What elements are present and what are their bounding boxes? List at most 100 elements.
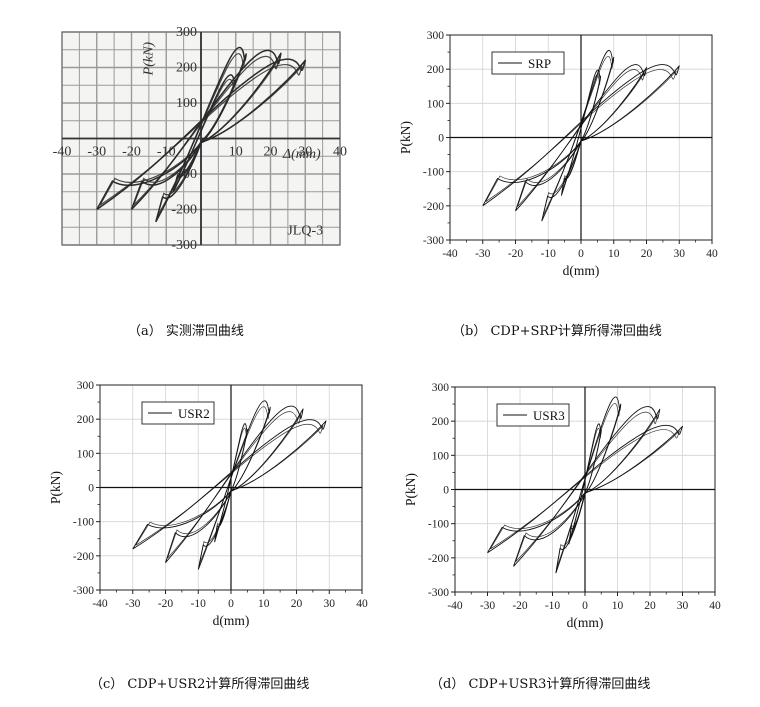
x-tick-label: -30 [480,600,496,612]
x-tick-label: -20 [158,598,174,610]
ticks: -40 -30 -20 -10 10 20 30 40-300-200-10010020030… [53,25,347,253]
x-tick-label: 10 [258,598,270,610]
y-tick-label: -300 [428,587,449,599]
hysteresis-loop-3 [197,400,271,570]
hysteresis-loop-3-inner [542,56,614,217]
x-tick-label: -20 [508,248,524,260]
specimen-label: JLQ-3 [287,223,323,238]
x-tick-label: 40 [706,248,718,260]
chart-d: -40 -30 -20 -10 0 10 20 30 40-300-200-1000100200… [403,382,721,630]
ticks: -40 -30 -20 -10 0 10 20 30 40-300-200-1000100200… [428,382,721,612]
series-group [487,396,683,574]
y-tick-label: 0 [443,485,449,497]
hysteresis-loop-4-inner [214,427,248,540]
x-tick-label: 10 [608,248,620,260]
x-tick-label: -10 [541,248,557,260]
y-tick-label: 200 [176,61,197,76]
x-tick-label: 0 [578,248,584,260]
y-tick-label: 0 [438,133,444,145]
y-tick-label: -100 [428,519,449,531]
x-tick-label: -20 [122,145,141,160]
legend-box [496,403,570,427]
legend-box [141,401,215,425]
legend: USR2 [141,401,215,425]
series-group [482,50,680,222]
y-tick-label: -300 [171,238,197,253]
hysteresis-loop-2 [513,406,661,567]
ticks: -40 -30 -20 -10 0 10 20 30 40-300-200-1000100200… [423,30,718,260]
hysteresis-loop-1 [487,424,683,554]
hysteresis-loop-2-inner [515,411,658,563]
y-tick-label: -100 [423,167,444,179]
y-tick-label: 200 [427,64,445,76]
hysteresis-loop-3 [96,58,307,211]
x-tick-label: 20 [264,145,278,160]
series-group [96,46,307,223]
x-tick-label: 30 [324,598,336,610]
hysteresis-loop-1 [132,419,327,550]
y-tick-label: 0 [88,483,94,495]
x-tick-label: -40 [442,248,458,260]
caption-c: （c） CDP+USR2计算所得滞回曲线 [90,677,310,692]
series-group [132,400,327,570]
x-tick-label: 0 [228,598,234,610]
ticks: -40 -30 -20 -10 0 10 20 30 40-300-200-1000100200… [73,380,368,610]
x-tick-label: -30 [475,248,491,260]
legend-box [491,51,565,75]
x-tick-label: 0 [582,600,588,612]
legend: SRP [491,51,565,75]
caption-b: （b） CDP+SRP计算所得滞回曲线 [452,324,662,339]
y-tick-label: 100 [432,450,450,462]
x-tick-label: -10 [191,598,207,610]
x-tick-label: -40 [447,600,463,612]
legend-label: USR2 [178,406,210,421]
y-tick-label: -300 [423,235,444,247]
hysteresis-loop-3-inner [99,64,303,206]
y-tick-label: 200 [432,416,450,428]
x-tick-label: -40 [92,598,108,610]
y-tick-label: 300 [176,25,197,40]
hysteresis-loop-2-inner [167,411,302,559]
x-axis-label: d(mm) [213,613,250,628]
y-tick-label: 300 [432,382,450,394]
y-axis-label: P(kN) [141,42,156,77]
y-tick-label: 300 [77,380,95,392]
y-tick-label: 100 [77,448,95,460]
y-tick-label: -200 [428,553,449,565]
y-tick-label: 300 [427,30,445,42]
y-axis-label: P(kN) [48,471,63,504]
y-tick-label: -200 [423,201,444,213]
legend-label: SRP [528,56,551,71]
y-axis-label: P(kN) [398,121,413,154]
x-tick-label: 20 [644,600,656,612]
x-tick-label: 40 [356,598,368,610]
x-axis-label: d(mm) [563,263,600,278]
x-tick-label: 30 [298,145,312,160]
caption-a: （a） 实测滞回曲线 [128,324,244,339]
hysteresis-loop-1 [482,64,680,207]
hysteresis-loop-3 [541,50,615,222]
hysteresis-loop-4-inner [568,427,602,542]
x-axis-label: d(mm) [567,615,604,630]
hysteresis-loop-4-inner [173,78,236,189]
x-tick-label: 30 [677,600,689,612]
x-tick-label: -30 [87,145,106,160]
legend: USR3 [496,403,570,427]
x-tick-label: 40 [709,600,721,612]
x-tick-label: -10 [545,600,561,612]
chart-b: -40 -30 -20 -10 0 10 20 30 40-300-200-1000100200… [398,30,718,278]
y-axis-label: P(kN) [403,473,418,506]
hysteresis-loop-1-inner [490,429,680,550]
chart-a: -40 -30 -20 -10 10 20 30 40-300-200-10010020030… [53,25,347,253]
x-tick-label: 30 [674,248,686,260]
hysteresis-loop-3-inner [198,406,270,565]
chart-c: -40 -30 -20 -10 0 10 20 30 40-300-200-1000100200… [48,380,368,628]
caption-d: （d） CDP+USR3计算所得滞回曲线 [430,677,651,692]
y-tick-label: -200 [73,551,94,563]
x-axis-label: Δ(mm) [282,147,321,162]
y-tick-label: 200 [77,414,95,426]
hysteresis-loop-4-inner [561,74,601,193]
x-tick-label: 20 [641,248,653,260]
legend-label: USR3 [533,408,565,423]
